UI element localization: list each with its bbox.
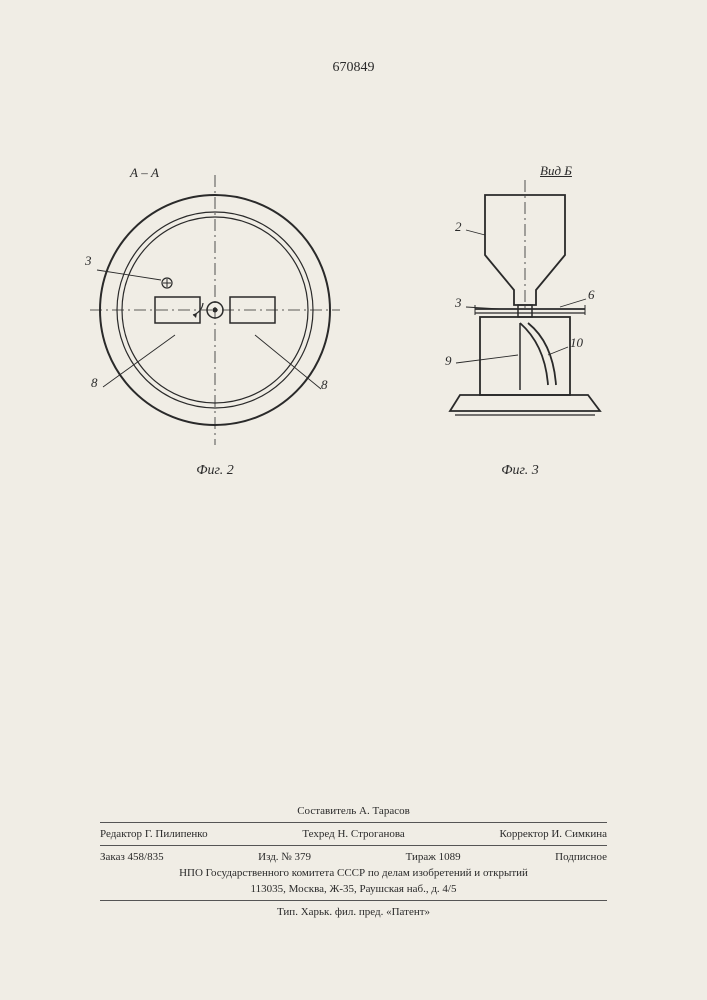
callout-8b: 8 bbox=[321, 377, 328, 393]
tirazh: Тираж 1089 bbox=[406, 851, 461, 863]
callout-3b: 3 bbox=[455, 295, 462, 311]
order-number: Заказ 458/835 bbox=[100, 851, 164, 863]
org-line-2: 113035, Москва, Ж-35, Раушская наб., д. … bbox=[100, 881, 607, 897]
fig2-svg bbox=[85, 175, 345, 455]
editor-name: Г. Пилипенко bbox=[145, 828, 208, 840]
izd-number: Изд. № 379 bbox=[258, 851, 311, 863]
compiler-label: Составитель bbox=[297, 805, 356, 817]
figure-3: Вид Б bbox=[420, 175, 620, 495]
patent-page: 670849 А – А bbox=[0, 0, 707, 1000]
callout-2: 2 bbox=[455, 219, 462, 235]
editor-cell: Редактор Г. Пилипенко bbox=[100, 828, 208, 840]
corrector-name: И. Симкина bbox=[551, 828, 607, 840]
callout-3: 3 bbox=[85, 253, 92, 269]
divider bbox=[100, 822, 607, 823]
fig3-svg bbox=[420, 175, 620, 455]
divider bbox=[100, 845, 607, 846]
org-line-1: НПО Государственного комитета СССР по де… bbox=[100, 865, 607, 881]
fig2-caption: Фиг. 2 bbox=[85, 463, 345, 479]
callout-6: 6 bbox=[588, 287, 595, 303]
callout-9: 9 bbox=[445, 353, 452, 369]
editor-label: Редактор bbox=[100, 828, 142, 840]
techred-name: Н. Строганова bbox=[337, 828, 404, 840]
techred-cell: Техред Н. Строганова bbox=[302, 828, 404, 840]
fig3-caption: Фиг. 3 bbox=[420, 463, 620, 479]
callout-8a: 8 bbox=[91, 375, 98, 391]
subscription: Подписное bbox=[555, 851, 607, 863]
figure-2: А – А bbox=[85, 175, 345, 495]
print-row: Заказ 458/835 Изд. № 379 Тираж 1089 Подп… bbox=[100, 849, 607, 865]
section-label: А – А bbox=[130, 165, 159, 181]
compiler-name: А. Тарасов bbox=[359, 805, 410, 817]
corrector-cell: Корректор И. Симкина bbox=[500, 828, 607, 840]
credits-row: Редактор Г. Пилипенко Техред Н. Строгано… bbox=[100, 826, 607, 842]
corrector-label: Корректор bbox=[500, 828, 549, 840]
view-label: Вид Б bbox=[540, 163, 572, 179]
compiler-line: Составитель А. Тарасов bbox=[100, 803, 607, 819]
footer-block: Составитель А. Тарасов Редактор Г. Пилип… bbox=[100, 803, 607, 920]
divider bbox=[100, 900, 607, 901]
printer-line: Тип. Харьк. фил. пред. «Патент» bbox=[100, 904, 607, 920]
callout-10: 10 bbox=[570, 335, 583, 351]
document-number: 670849 bbox=[0, 60, 707, 76]
techred-label: Техред bbox=[302, 828, 334, 840]
figures-container: А – А bbox=[0, 175, 707, 525]
